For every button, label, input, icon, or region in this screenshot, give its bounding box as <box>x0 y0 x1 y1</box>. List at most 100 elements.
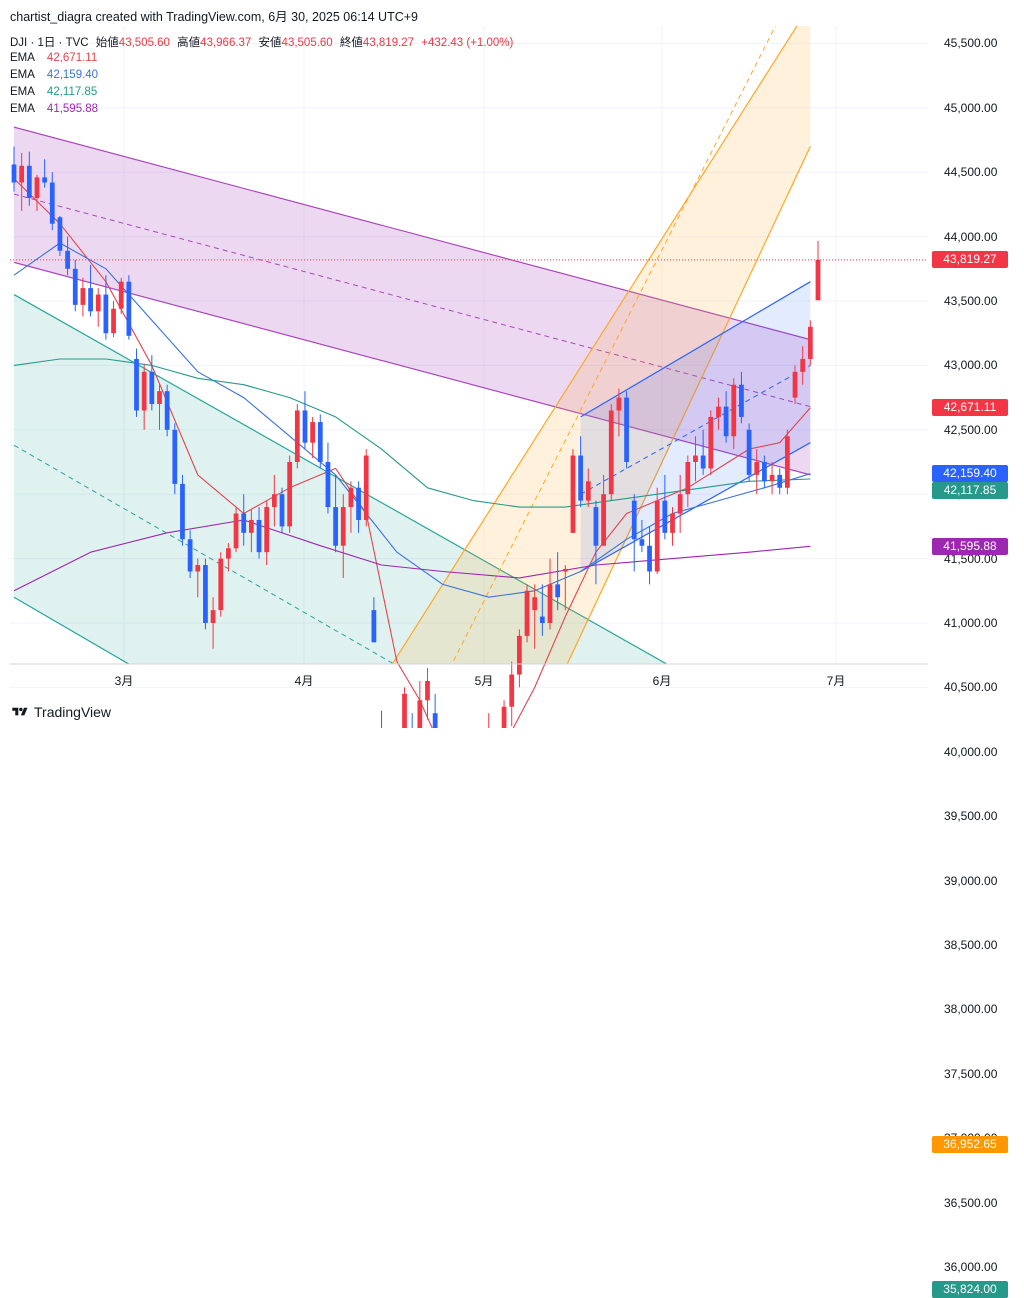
candle-body <box>509 674 515 707</box>
price-axis-tick: 41,000.00 <box>944 616 998 630</box>
ema-value: 41,595.88 <box>46 103 99 115</box>
candle-body <box>402 693 407 728</box>
ema-legend-1[interactable]: EMA 42,671.11 <box>10 52 97 64</box>
low-value: 43,505.60 <box>281 37 333 49</box>
candle-body <box>616 397 622 411</box>
candle-body <box>585 481 591 501</box>
candle-body <box>647 545 652 572</box>
candle-body <box>294 410 300 462</box>
candle-body <box>19 165 25 183</box>
candle-body <box>739 384 744 417</box>
candle-body <box>103 294 109 334</box>
ema-legend-4[interactable]: EMA 41,595.88 <box>10 103 98 115</box>
open-label: 始値 <box>95 37 119 49</box>
candle-body <box>555 584 561 598</box>
candle-body <box>241 513 247 533</box>
price-axis-tick: 37,500.00 <box>944 1066 998 1081</box>
ema-label: EMA <box>10 103 35 115</box>
candle-body <box>762 462 767 482</box>
candle-body <box>187 539 193 572</box>
ema-label: EMA <box>10 86 35 98</box>
candle-body <box>287 462 293 527</box>
candle-body <box>723 406 729 437</box>
ema-label: EMA <box>10 69 35 81</box>
footer-brand[interactable]: TradingView <box>34 704 112 720</box>
candle-body <box>417 700 423 728</box>
price-axis-tick: 44,000.00 <box>944 229 998 244</box>
channel-upper-line <box>13 126 811 341</box>
candle-body <box>302 410 308 443</box>
close-value: 43,819.27 <box>362 37 415 49</box>
candle-body <box>601 494 606 546</box>
candle-body <box>593 507 599 546</box>
candle-body <box>624 397 629 462</box>
candle-body <box>26 165 32 198</box>
ema-value: 42,671.11 <box>46 52 98 64</box>
close-label: 終値 <box>339 37 363 49</box>
candle-body <box>65 250 70 269</box>
candle-body <box>432 713 438 728</box>
channel-fill <box>14 127 811 475</box>
candle-body <box>34 177 40 198</box>
high-label: 高値 <box>177 37 201 49</box>
price-tag: 42,117.85 <box>932 482 1008 500</box>
channel-1[interactable] <box>13 294 810 728</box>
ema-label: EMA <box>10 52 35 64</box>
candle-body <box>195 565 201 572</box>
ema-value: 42,117.85 <box>46 86 98 98</box>
channel-2[interactable] <box>320 5 811 728</box>
candle-body <box>126 281 132 336</box>
candle-body <box>42 177 48 183</box>
candle-body <box>248 519 254 533</box>
candle-body <box>516 635 522 675</box>
candle-body <box>356 487 361 520</box>
candle-body <box>325 462 331 508</box>
candle-body <box>348 487 354 508</box>
candle-body <box>425 680 430 701</box>
price-tag: 42,159.40 <box>932 465 1008 483</box>
candle-body <box>363 455 369 520</box>
time-axis-tick: 3月 <box>114 674 134 688</box>
candle-body <box>708 416 714 469</box>
candle-body <box>72 268 78 305</box>
ema-legend-2[interactable]: EMA 42,159.40 <box>10 69 98 81</box>
symbol-label[interactable]: DJI · 1日 · TVC <box>10 37 89 49</box>
candle-body <box>57 217 63 251</box>
candle-body <box>746 429 752 475</box>
ema-legend-3[interactable]: EMA 42,117.85 <box>10 86 97 98</box>
candle-body <box>562 568 568 572</box>
candle-body <box>800 358 806 372</box>
candle-body <box>570 455 576 533</box>
price-axis-tick: 36,500.00 <box>944 1195 998 1210</box>
price-tag: 41,595.88 <box>932 537 1008 555</box>
price-tag: 42,671.11 <box>932 399 1008 417</box>
ema-value: 42,159.40 <box>46 69 99 81</box>
candle-body <box>578 455 584 501</box>
candle-body <box>49 182 55 224</box>
candle-body <box>539 616 545 623</box>
candle-body <box>111 308 116 334</box>
price-tag: 36,952.65 <box>932 1135 1008 1153</box>
price-chart[interactable] <box>0 0 1024 728</box>
candle-body <box>371 610 377 643</box>
candle-body <box>340 507 346 546</box>
candle-body <box>654 500 660 572</box>
candle-body <box>180 483 185 540</box>
candle-body <box>524 590 530 636</box>
candle-body <box>164 391 170 430</box>
candle-body <box>210 610 216 623</box>
candle-body <box>203 565 208 623</box>
candle-body <box>501 706 507 728</box>
price-axis-tick: 38,500.00 <box>944 938 998 952</box>
low-label: 安値 <box>258 37 282 49</box>
candle-body <box>149 371 155 405</box>
price-axis-tick: 40,000.00 <box>944 744 998 759</box>
candle-body <box>333 507 338 546</box>
candle-body <box>233 513 239 549</box>
channel-upper-line <box>13 294 668 664</box>
candle-body <box>693 455 698 462</box>
change-value: +432.43 (+1.00%) <box>421 37 514 49</box>
channel-mid-line <box>580 364 811 495</box>
open-value: 43,505.60 <box>118 37 170 49</box>
candle-body <box>754 462 760 475</box>
